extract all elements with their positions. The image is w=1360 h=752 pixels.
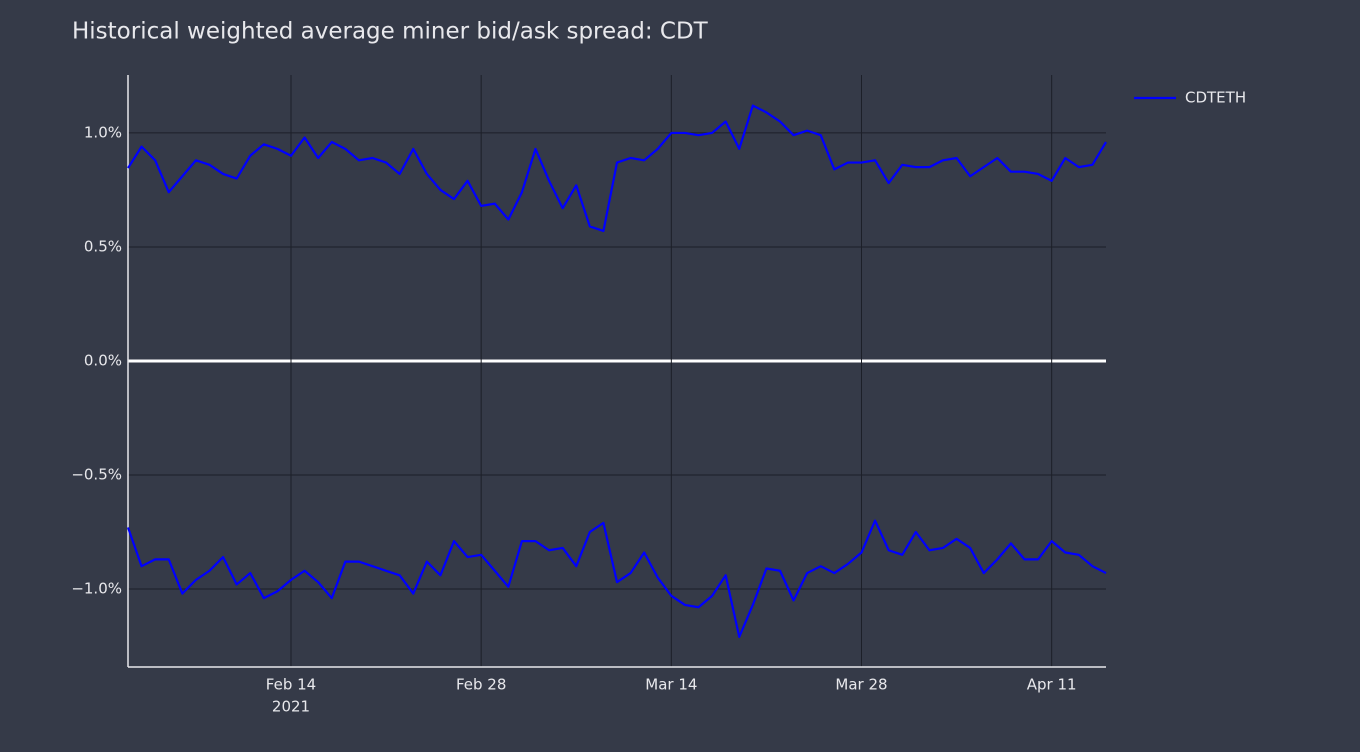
y-tick-label: −1.0% [71,580,122,598]
x-tick-label: Mar 14 [645,676,697,694]
x-tick-label: Feb 28 [456,676,506,694]
legend-label: CDTETH [1185,89,1246,107]
x-tick-label: Apr 11 [1027,676,1077,694]
data-line [126,519,1107,638]
y-tick-label: 0.0% [84,351,122,369]
data-line [127,104,1107,233]
y-tick-label: 1.0% [84,123,122,141]
chart-title: Historical weighted average miner bid/as… [72,19,709,45]
x-tick-label: Mar 28 [835,676,887,694]
y-tick-label: −0.5% [71,465,122,483]
x-year-label: 2021 [272,698,310,716]
x-tick-label: Feb 14 [266,676,316,694]
y-tick-label: 0.5% [84,237,122,255]
